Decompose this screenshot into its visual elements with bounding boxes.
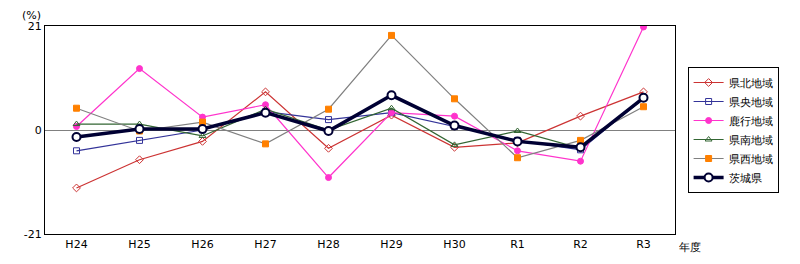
svg-text:R1: R1 <box>510 238 525 251</box>
svg-text:R2: R2 <box>573 238 588 251</box>
svg-text:(%): (%) <box>22 9 41 22</box>
svg-text:R3: R3 <box>636 238 651 251</box>
svg-text:県央地域: 県央地域 <box>729 96 773 109</box>
svg-text:H27: H27 <box>254 238 276 251</box>
svg-text:H25: H25 <box>128 238 150 251</box>
svg-text:県北地域: 県北地域 <box>729 77 773 90</box>
svg-text:H26: H26 <box>191 238 213 251</box>
svg-text:茨城県: 茨城県 <box>729 172 762 185</box>
svg-text:0: 0 <box>35 124 42 137</box>
svg-text:H28: H28 <box>317 238 339 251</box>
svg-text:H30: H30 <box>443 238 465 251</box>
svg-text:県西地域: 県西地域 <box>729 153 773 166</box>
svg-text:-21: -21 <box>24 228 42 241</box>
svg-text:H29: H29 <box>380 238 402 251</box>
svg-text:H24: H24 <box>65 238 87 251</box>
svg-text:県南地域: 県南地域 <box>729 134 773 147</box>
svg-text:年度: 年度 <box>679 241 701 254</box>
svg-text:鹿行地域: 鹿行地域 <box>729 115 773 128</box>
svg-text:21: 21 <box>28 20 42 33</box>
